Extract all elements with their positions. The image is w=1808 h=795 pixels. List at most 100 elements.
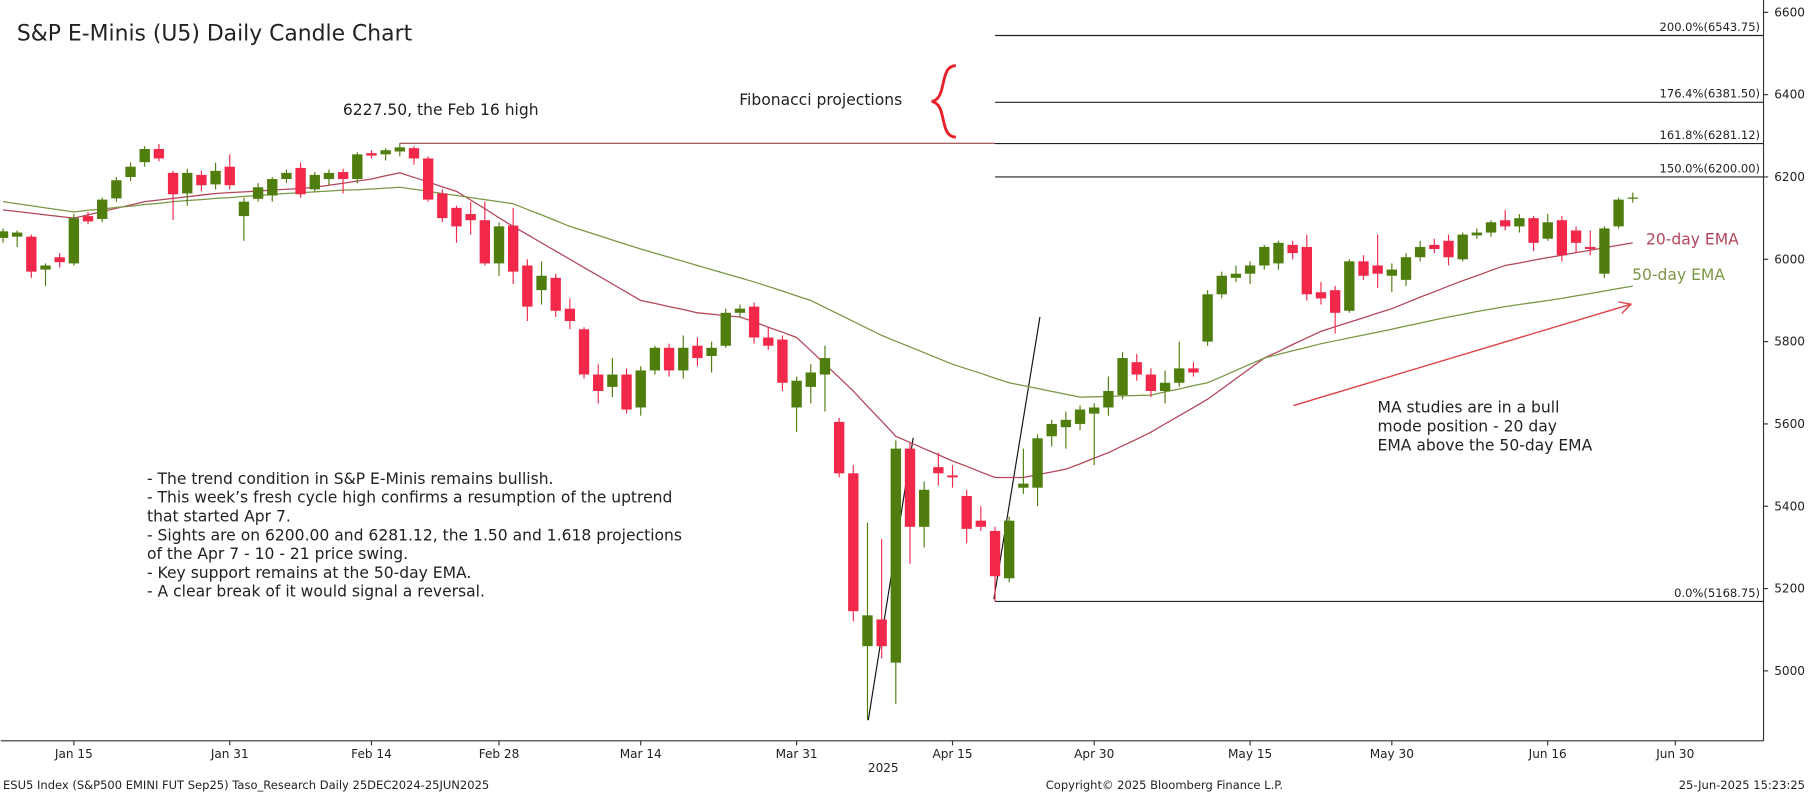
candle-body	[323, 172, 335, 180]
candle-body	[422, 158, 434, 200]
candle-body	[1344, 261, 1355, 311]
candle-body	[1585, 246, 1596, 250]
candle-body	[366, 153, 377, 156]
ma-note: EMA above the 50-day EMA	[1378, 437, 1593, 455]
candle-body	[1329, 290, 1341, 313]
candle-body	[267, 179, 278, 196]
x-sublabel: 2025	[868, 761, 899, 775]
candle-body	[1528, 218, 1539, 243]
candle-body	[380, 150, 391, 155]
candle-body	[1046, 423, 1057, 437]
candle-body	[678, 347, 689, 371]
y-tick-label: 5000	[1774, 664, 1805, 678]
candle-body	[281, 172, 292, 180]
candle-body	[663, 347, 675, 371]
candle-body	[11, 232, 23, 237]
candle-body	[1542, 222, 1553, 239]
candle-body	[1032, 438, 1043, 488]
x-tick-label: Jan 31	[210, 747, 249, 761]
annotation: 6227.50, the Feb 16 high	[343, 101, 539, 119]
candle-body	[1273, 242, 1284, 264]
candle-body	[493, 226, 505, 264]
candle-body	[1117, 358, 1128, 396]
candle-body	[224, 166, 235, 186]
y-tick-label: 5800	[1774, 335, 1805, 349]
candle-body	[1500, 220, 1511, 227]
candle-body	[337, 172, 349, 180]
candle-body	[111, 180, 122, 199]
x-tick-label: Apr 30	[1074, 747, 1114, 761]
series-label: 20-day EMA	[1646, 230, 1739, 248]
candle-body	[1004, 520, 1015, 579]
candle-body	[692, 345, 703, 359]
candle-body	[1103, 391, 1114, 408]
candle-body	[1443, 240, 1454, 258]
candle-body	[309, 174, 320, 190]
candle-body	[1259, 246, 1270, 266]
candle-body	[1400, 257, 1412, 280]
x-tick-label: Mar 31	[776, 747, 818, 761]
commentary: - Key support remains at the 50-day EMA.	[147, 564, 471, 582]
candle-body	[1372, 265, 1383, 274]
candle-body	[989, 530, 1001, 577]
candle-body	[621, 374, 632, 410]
chart-title: S&P E-Minis (U5) Daily Candle Chart	[17, 21, 413, 46]
candle-body	[593, 374, 604, 392]
candle-body	[1018, 483, 1029, 488]
candle-body	[1244, 265, 1256, 274]
y-tick-label: 6400	[1774, 88, 1805, 102]
candle-body	[97, 199, 108, 219]
x-tick-label: Apr 15	[932, 747, 972, 761]
candle-body	[791, 380, 802, 408]
candle-body	[54, 257, 65, 263]
candle-body	[1414, 246, 1426, 258]
candle-body	[890, 448, 902, 663]
candle-body	[26, 236, 37, 272]
candle-body	[918, 489, 930, 527]
candle-body	[1386, 269, 1398, 276]
ma-note: mode position - 20 day	[1378, 417, 1557, 435]
candle-body	[465, 214, 476, 221]
commentary: - A clear break of it would signal a rev…	[147, 583, 485, 601]
candle-body	[1089, 407, 1100, 414]
footer-right: 25-Jun-2025 15:23:25	[1679, 778, 1805, 792]
commentary: - Sights are on 6200.00 and 6281.12, the…	[147, 526, 682, 544]
x-tick-label: Mar 14	[620, 747, 662, 761]
candle-body	[748, 306, 760, 338]
y-tick-label: 5200	[1774, 582, 1805, 596]
candle-body	[352, 154, 363, 180]
candle-body	[182, 172, 193, 194]
candle-body	[1358, 261, 1369, 276]
candle-body	[0, 231, 9, 238]
fib-label: 200.0%(6543.75)	[1660, 20, 1761, 34]
candle-body	[1159, 382, 1171, 392]
candle-body	[82, 216, 94, 222]
arrow-head	[1618, 301, 1633, 314]
candle-body	[167, 172, 179, 195]
candle-body	[479, 220, 491, 264]
candle-body	[1216, 275, 1227, 295]
candle-body	[196, 174, 207, 186]
candle-body	[1202, 294, 1213, 342]
fib-label: 161.8%(6281.12)	[1660, 128, 1761, 142]
candle-body	[635, 370, 646, 408]
candle-body	[862, 615, 873, 647]
fib-label: 150.0%(6200.00)	[1660, 161, 1761, 175]
candle-body	[975, 520, 987, 527]
x-tick-label: May 15	[1228, 747, 1272, 761]
fib-label: 176.4%(6381.50)	[1660, 87, 1761, 101]
candle-body	[153, 148, 165, 159]
candle-body	[408, 148, 420, 159]
candle-body	[68, 218, 80, 264]
candle-body	[819, 358, 831, 375]
commentary: - This week’s fresh cycle high confirms …	[147, 489, 672, 507]
candle-body	[1145, 374, 1157, 392]
commentary: - The trend condition in S&P E-Minis rem…	[147, 470, 554, 488]
candle-body	[1301, 246, 1312, 295]
candle-body	[933, 467, 944, 474]
candle-body	[833, 421, 845, 474]
series-label: 50-day EMA	[1632, 266, 1725, 284]
commentary: of the Apr 7 - 10 - 21 price swing.	[147, 545, 408, 563]
